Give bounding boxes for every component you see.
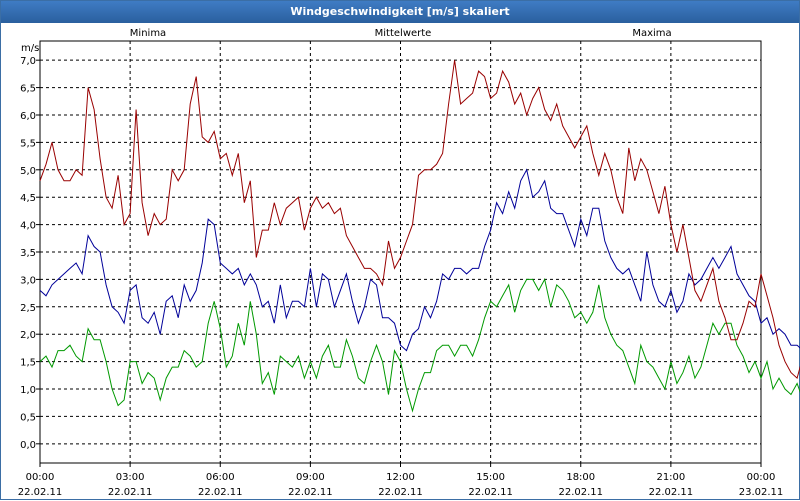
x-tick-time: 06:00 (206, 472, 235, 483)
window-title: Windgeschwindigkeit [m/s] skaliert (1, 1, 799, 23)
y-tick-label: 1,0 (20, 385, 36, 396)
series-line-mittelwerte (39, 168, 800, 352)
y-tick-label: 0,0 (20, 440, 36, 451)
x-tick-date: 22.02.11 (558, 487, 603, 498)
x-tick-time: 18:00 (566, 472, 595, 483)
x-tick-date: 22.02.11 (468, 487, 513, 498)
y-tick-label: 5,0 (20, 166, 36, 177)
y-tick-label: 4,5 (20, 193, 36, 204)
x-tick-date: 23.02.11 (739, 487, 784, 498)
x-tick-date: 22.02.11 (108, 487, 153, 498)
y-tick-label: 0,5 (20, 412, 36, 423)
y-tick-label: 1,5 (20, 358, 36, 369)
y-tick-label: 3,5 (20, 248, 36, 259)
y-tick-label: 5,5 (20, 138, 36, 149)
x-tick-time: 00:00 (747, 472, 776, 483)
legend-minima: Minima (130, 28, 166, 39)
y-tick-label: 6,5 (20, 84, 36, 95)
series-line-maxima (39, 60, 800, 380)
y-tick-label: 2,5 (20, 303, 36, 314)
legend-mittelwerte: Mittelwerte (375, 28, 432, 39)
series-line-minima (39, 277, 800, 413)
x-tick-date: 22.02.11 (288, 487, 333, 498)
y-tick-label: 3,0 (20, 275, 36, 286)
x-tick-date: 22.02.11 (198, 487, 243, 498)
x-tick-date: 22.02.11 (649, 487, 694, 498)
y-tick-label: 6,0 (20, 111, 36, 122)
x-tick-time: 00:00 (26, 472, 55, 483)
y-tick-label: 4,0 (20, 221, 36, 232)
y-tick-label: 2,0 (20, 330, 36, 341)
x-tick-date: 22.02.11 (18, 487, 63, 498)
x-tick-date: 22.02.11 (378, 487, 423, 498)
legend-maxima: Maxima (632, 28, 671, 39)
x-tick-time: 15:00 (476, 472, 505, 483)
x-tick-time: 09:00 (296, 472, 325, 483)
x-tick-time: 03:00 (116, 472, 145, 483)
y-axis-unit: m/s (21, 43, 39, 54)
x-tick-time: 21:00 (656, 472, 685, 483)
x-tick-time: 12:00 (386, 472, 415, 483)
y-tick-label: 7,0 (20, 56, 36, 67)
